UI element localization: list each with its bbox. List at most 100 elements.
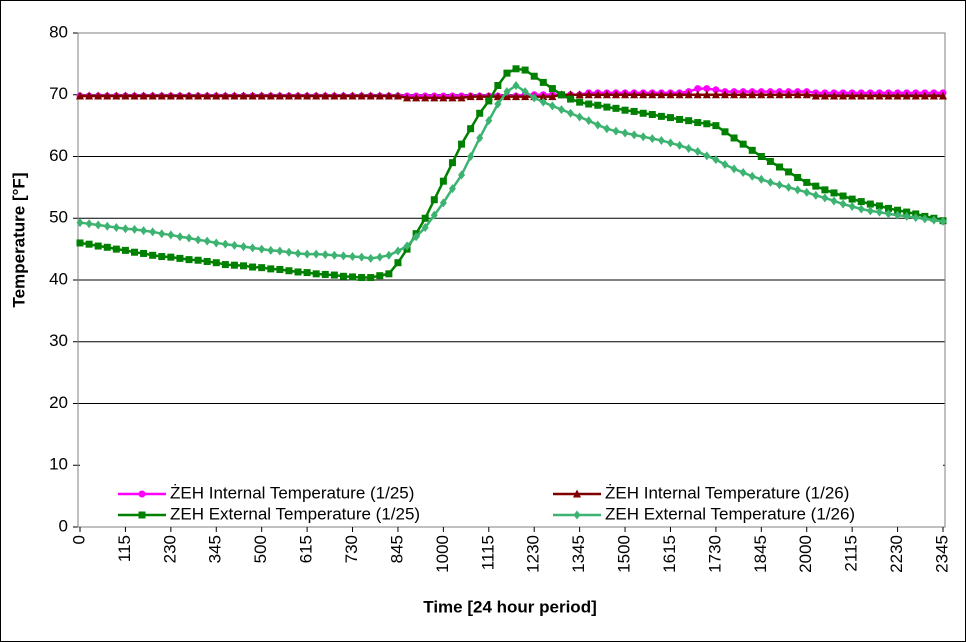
marker: [475, 92, 484, 101]
marker: [820, 91, 829, 100]
marker: [140, 226, 148, 236]
marker: [720, 90, 729, 99]
x-tick-label: 345: [206, 535, 225, 563]
x-tick-label: 2345: [932, 535, 951, 573]
marker: [412, 232, 420, 242]
marker: [457, 93, 466, 102]
marker: [212, 238, 220, 248]
marker: [303, 249, 311, 259]
marker: [639, 90, 648, 99]
marker: [167, 230, 175, 240]
marker: [321, 250, 329, 260]
marker: [775, 90, 784, 99]
marker: [675, 90, 684, 99]
marker: [721, 128, 729, 136]
marker: [503, 69, 511, 77]
marker: [939, 216, 947, 226]
marker: [712, 122, 720, 130]
marker: [739, 140, 747, 148]
marker: [785, 168, 793, 176]
marker: [366, 91, 375, 100]
marker: [721, 160, 729, 170]
marker: [657, 90, 666, 99]
marker: [221, 91, 230, 100]
marker: [494, 81, 502, 89]
marker: [376, 252, 384, 262]
marker: [803, 187, 811, 197]
marker: [294, 91, 303, 100]
marker: [903, 211, 911, 221]
marker: [666, 114, 674, 122]
marker: [367, 274, 375, 282]
marker: [648, 90, 657, 99]
marker: [312, 270, 320, 278]
marker: [866, 200, 874, 208]
marker: [466, 92, 475, 101]
marker: [621, 90, 630, 99]
x-tick-label: 1115: [478, 535, 497, 570]
marker: [149, 251, 157, 259]
marker: [85, 240, 93, 248]
marker: [194, 91, 203, 100]
marker: [866, 91, 875, 100]
marker: [712, 86, 720, 94]
x-tick-label: 1845: [751, 535, 770, 573]
marker: [866, 206, 874, 216]
marker: [793, 90, 802, 99]
marker: [103, 221, 111, 231]
marker: [639, 132, 647, 142]
marker: [694, 147, 702, 157]
marker: [848, 202, 856, 212]
marker: [139, 91, 148, 100]
marker: [894, 206, 902, 214]
marker: [240, 242, 248, 252]
marker: [76, 91, 84, 100]
marker: [394, 259, 402, 267]
marker: [103, 91, 112, 100]
marker: [376, 272, 384, 280]
marker: [539, 97, 547, 107]
marker: [676, 140, 684, 150]
marker: [275, 91, 284, 100]
marker: [912, 213, 920, 223]
marker: [803, 178, 811, 186]
marker: [176, 232, 184, 242]
marker: [175, 91, 184, 100]
marker: [821, 193, 829, 203]
marker: [857, 204, 865, 214]
marker: [312, 91, 321, 100]
marker: [303, 269, 311, 277]
marker: [893, 91, 902, 100]
y-tick-label: 50: [49, 208, 68, 227]
marker: [684, 90, 693, 99]
y-tick-label: 20: [49, 393, 68, 412]
marker: [194, 235, 202, 245]
x-tick-label: 845: [387, 535, 406, 563]
marker: [539, 92, 548, 101]
marker: [294, 268, 302, 276]
marker: [485, 97, 493, 105]
y-tick-label: 0: [59, 516, 68, 535]
marker: [539, 78, 547, 86]
marker: [94, 220, 102, 230]
marker: [493, 92, 502, 101]
marker: [76, 239, 84, 247]
marker: [312, 249, 320, 259]
marker: [875, 202, 883, 210]
marker: [848, 195, 856, 203]
marker: [748, 90, 757, 99]
marker: [185, 256, 193, 264]
marker: [158, 253, 166, 261]
marker: [439, 177, 447, 185]
marker: [639, 109, 647, 117]
marker: [830, 189, 838, 197]
marker: [920, 91, 929, 100]
marker: [757, 153, 765, 160]
marker: [212, 259, 220, 267]
marker: [339, 91, 348, 100]
marker: [593, 90, 602, 99]
marker: [666, 90, 675, 99]
marker: [258, 264, 266, 272]
marker: [212, 91, 221, 100]
marker: [612, 104, 620, 112]
